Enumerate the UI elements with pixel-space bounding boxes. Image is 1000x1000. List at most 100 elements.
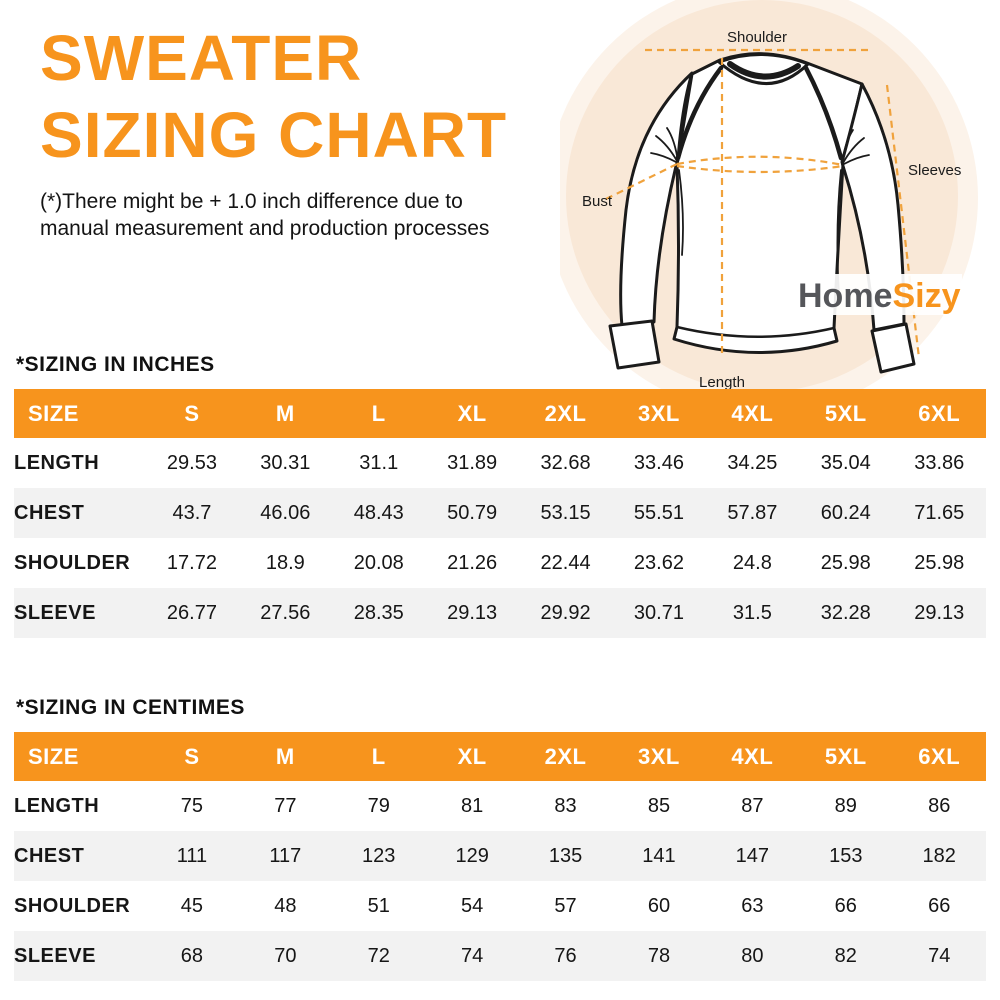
- inches-size-table: SIZE S M L XL 2XL 3XL 4XL 5XL 6XL LENGTH 29.53 30.31…: [14, 389, 986, 638]
- size-value-cell: 31.1: [359, 451, 399, 474]
- table-row-chest: CHEST 111 117 123 129 135 141 147 153 182: [14, 831, 986, 881]
- size-value-cell: 35.04: [820, 451, 871, 474]
- size-value-cell: 29.13: [447, 601, 498, 624]
- size-value-cell: 24.8: [732, 551, 772, 574]
- bust-line-lower: [676, 164, 844, 174]
- header-row: SIZE S M L XL 2XL 3XL 4XL 5XL 6XL: [14, 732, 986, 781]
- size-value-cell: 45: [180, 894, 204, 917]
- size-value-cell: 82: [834, 944, 857, 967]
- size-value-cell: 182: [922, 844, 956, 867]
- column-header-m: M: [238, 732, 333, 781]
- table-row-shoulder: SHOULDER 45 48 51 54 57 60 63 66 66: [14, 881, 986, 931]
- column-header-6xl: 6XL: [892, 732, 986, 781]
- row-label: CHEST: [14, 844, 85, 867]
- size-value-cell: 57.87: [727, 501, 778, 524]
- size-value-cell: 89: [834, 794, 857, 817]
- size-value-cell: 33.46: [633, 451, 684, 474]
- size-value-cell: 135: [548, 844, 583, 867]
- size-value-cell: 55.51: [633, 501, 684, 524]
- column-header-3xl: 3XL: [612, 389, 706, 438]
- size-value-cell: 33.86: [914, 451, 965, 474]
- column-header-4xl: 4XL: [705, 732, 800, 781]
- size-value-cell: 54: [461, 894, 484, 917]
- logo-text-home: Home: [798, 277, 892, 315]
- size-value-cell: 111: [176, 844, 208, 867]
- size-value-cell: 53.15: [540, 501, 591, 524]
- svg-text:HomeSizy: HomeSizy: [798, 277, 961, 315]
- column-header-5xl: 5XL: [799, 732, 893, 781]
- size-value-cell: 48: [274, 894, 297, 917]
- size-value-cell: 66: [928, 894, 951, 917]
- size-value-cell: 123: [362, 844, 396, 867]
- size-value-cell: 57: [554, 894, 577, 917]
- size-value-cell: 80: [741, 944, 764, 967]
- size-value-cell: 27.56: [260, 601, 311, 624]
- size-value-cell: 18.9: [265, 551, 305, 574]
- centimes-table-section: *SIZING IN CENTIMES SIZE S M L XL 2XL 3XL 4XL 5X…: [14, 696, 986, 981]
- inches-table-title: *SIZING IN INCHES: [16, 353, 215, 376]
- size-value-cell: 43.7: [172, 501, 212, 524]
- size-value-cell: 129: [455, 844, 489, 867]
- size-value-cell: 46.06: [260, 501, 311, 524]
- size-value-cell: 87: [741, 794, 764, 817]
- size-value-cell: 29.13: [914, 601, 965, 624]
- size-value-cell: 31.89: [447, 451, 498, 474]
- row-label: SLEEVE: [14, 601, 96, 624]
- header-row: SIZE S M L XL 2XL 3XL 4XL 5XL 6XL: [14, 389, 986, 438]
- size-value-cell: 30.71: [633, 601, 684, 624]
- column-header-3xl: 3XL: [612, 732, 706, 781]
- size-value-cell: 29.53: [166, 451, 217, 474]
- disclaimer-line2: manual measurement and production proces…: [40, 217, 490, 240]
- row-label: CHEST: [14, 501, 85, 524]
- size-value-cell: 74: [928, 944, 951, 967]
- inches-table-section: *SIZING IN INCHES SIZE S M L XL 2XL 3XL 4XL 5XL 6…: [14, 353, 986, 638]
- table-row-sleeve: SLEEVE 26.77 27.56 28.35 29.13 29.92 30.71 31.5…: [14, 588, 986, 638]
- size-value-cell: 30.31: [260, 451, 311, 474]
- table-row-chest: CHEST 43.7 46.06 48.43 50.79 53.15 55.51 57.87 6…: [14, 488, 986, 538]
- size-value-cell: 78: [647, 944, 671, 967]
- centimes-table-title: *SIZING IN CENTIMES: [16, 696, 245, 719]
- column-header-s: S: [145, 389, 239, 438]
- bust-pointer-line: [605, 163, 678, 200]
- size-value-cell: 22.44: [540, 551, 591, 574]
- column-header-4xl: 4XL: [705, 389, 800, 438]
- size-value-cell: 26.77: [166, 601, 217, 624]
- size-value-cell: 29.92: [540, 601, 591, 624]
- size-value-cell: 66: [834, 894, 857, 917]
- size-value-cell: 77: [274, 794, 297, 817]
- size-value-cell: 117: [269, 844, 302, 867]
- size-value-cell: 60: [647, 894, 671, 917]
- size-value-cell: 34.25: [727, 451, 778, 474]
- size-value-cell: 147: [735, 844, 770, 867]
- label-length: Length: [699, 374, 745, 391]
- column-header-xl: XL: [425, 389, 519, 438]
- column-header-5xl: 5XL: [799, 389, 893, 438]
- label-sleeves: Sleeves: [908, 162, 961, 179]
- size-value-cell: 68: [180, 944, 204, 967]
- table-row-length: LENGTH 29.53 30.31 31.1 31.89 32.68 33.46 34.25…: [14, 438, 986, 488]
- size-value-cell: 71.65: [914, 501, 965, 524]
- table-row-length: LENGTH 75 77 79 81 83 85 87 89 86: [14, 781, 986, 831]
- measurement-lines: [605, 48, 921, 359]
- logo-background: [792, 274, 962, 315]
- size-value-cell: 76: [554, 944, 577, 967]
- row-label: SLEEVE: [14, 944, 96, 967]
- brand-logo: HomeSizy: [792, 274, 962, 315]
- page-title: SWEATER SIZING CHART: [40, 20, 507, 174]
- size-value-cell: 31.5: [732, 601, 772, 624]
- size-value-cell: 20.08: [353, 551, 404, 574]
- size-value-cell: 48.43: [353, 501, 404, 524]
- disclaimer-text: (*)There might be + 1.0 inch difference …: [40, 188, 489, 242]
- row-label: LENGTH: [14, 794, 100, 817]
- size-value-cell: 17.72: [166, 551, 217, 574]
- bust-line-upper: [676, 155, 844, 167]
- page-title-line1: SWEATER: [40, 22, 363, 94]
- size-value-cell: 28.35: [353, 601, 404, 624]
- table-row-sleeve: SLEEVE 68 70 72 74 76 78 80 82 74: [14, 931, 986, 981]
- row-label: LENGTH: [14, 451, 100, 474]
- size-value-cell: 70: [274, 944, 297, 967]
- column-header-s: S: [145, 732, 239, 781]
- disclaimer-line1: (*)There might be + 1.0 inch difference …: [40, 190, 463, 213]
- size-value-cell: 25.98: [914, 551, 965, 574]
